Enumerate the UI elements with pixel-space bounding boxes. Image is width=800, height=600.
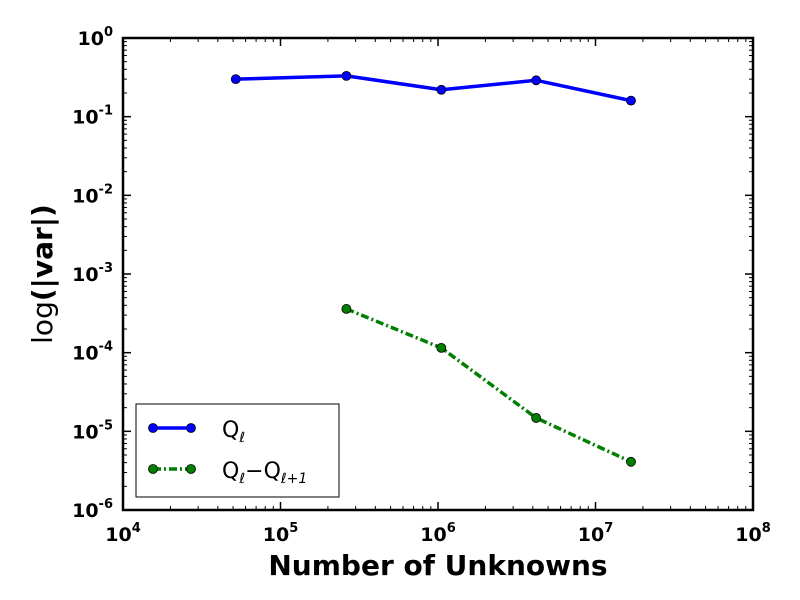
legend-marker-dq [186,464,196,474]
y-tick-label-base: 10 [72,185,98,207]
y-tick-label-exp: -4 [99,340,113,355]
legend-label-dq-main2: Q [264,459,281,484]
x-tick-label-exp: 6 [447,521,456,536]
legend-label-dq: Qℓ−Qℓ+1 [222,459,307,487]
y-tick-label-base: 10 [78,28,104,50]
y-tick-label: 100 [78,25,114,50]
x-tick-label-base: 10 [578,524,604,546]
legend-label-dq-op: − [245,459,263,484]
data-point-q [436,84,447,95]
legend-item-dq: Qℓ−Qℓ+1 [148,459,307,487]
plot-frame [121,36,755,512]
x-tick-label: 106 [420,521,456,546]
y-tick-label: 10-1 [72,104,113,129]
data-point-q [230,74,241,85]
legend-label-dq-sub2: ℓ+1 [280,471,307,487]
x-axis-title: Number of Unknowns [268,549,607,582]
x-tick-label-exp: 7 [604,521,613,536]
data-point-q [341,70,352,81]
data-point-q [531,75,542,86]
x-tick-label: 108 [735,521,771,546]
series-layer [230,70,636,467]
series-line-q [235,74,632,103]
y-tick-label-base: 10 [72,264,98,286]
y-axis-title-body: (|var|) [26,204,59,301]
y-tick-label: 10-3 [72,261,113,286]
legend-label-q-sub: ℓ [238,430,245,446]
y-tick-label: 10-2 [72,182,113,207]
legend-label-dq-main: Q [222,459,239,484]
y-tick-label-base: 10 [72,107,98,129]
x-tick-label-base: 10 [420,524,446,546]
x-tick-label-base: 10 [105,524,131,546]
legend-label-dq-sub: ℓ [238,471,245,487]
y-tick-label-exp: -1 [99,104,113,119]
y-tick-label-exp: 0 [104,25,113,40]
legend-marker-q [148,423,158,433]
data-point-dq [531,413,542,423]
y-tick-label-exp: -3 [99,261,113,276]
y-tick-label-exp: -5 [99,418,113,433]
series-line-dq [345,307,632,464]
y-tick-label-base: 10 [72,500,98,522]
data-point-dq [341,304,352,314]
y-tick-label: 10-4 [72,340,113,365]
x-tick-label-base: 10 [263,524,289,546]
x-tick-label-exp: 4 [132,521,141,536]
y-axis-title: log(|var|) [26,204,59,344]
data-point-dq [626,456,636,467]
x-tick-labels: 104 105 106 107 108 [105,521,771,546]
legend-marker-q [186,423,196,433]
y-tick-label-exp: -2 [99,182,113,197]
y-axis-title-prefix: log [26,301,59,344]
legend-item-q: Qℓ [148,418,245,446]
y-tick-label-base: 10 [72,421,98,443]
data-point-dq [436,342,447,353]
x-tick-label-exp: 8 [762,521,771,536]
y-tick-label: 10-5 [72,418,113,443]
x-tick-label: 107 [578,521,614,546]
y-tick-label-exp: -6 [99,497,113,512]
data-point-q [626,95,636,106]
x-tick-label-base: 10 [735,524,761,546]
x-tick-label: 105 [263,521,299,546]
y-tick-label: 10-6 [72,497,113,522]
legend-marker-dq [148,464,158,474]
legend-label-q: Qℓ [222,418,245,446]
y-tick-label-base: 10 [72,343,98,365]
x-tick-label: 104 [105,521,141,546]
x-tick-label-exp: 5 [289,521,298,536]
legend: Qℓ Qℓ−Qℓ+1 [135,403,340,498]
legend-box [135,403,340,498]
legend-label-q-main: Q [222,418,239,443]
